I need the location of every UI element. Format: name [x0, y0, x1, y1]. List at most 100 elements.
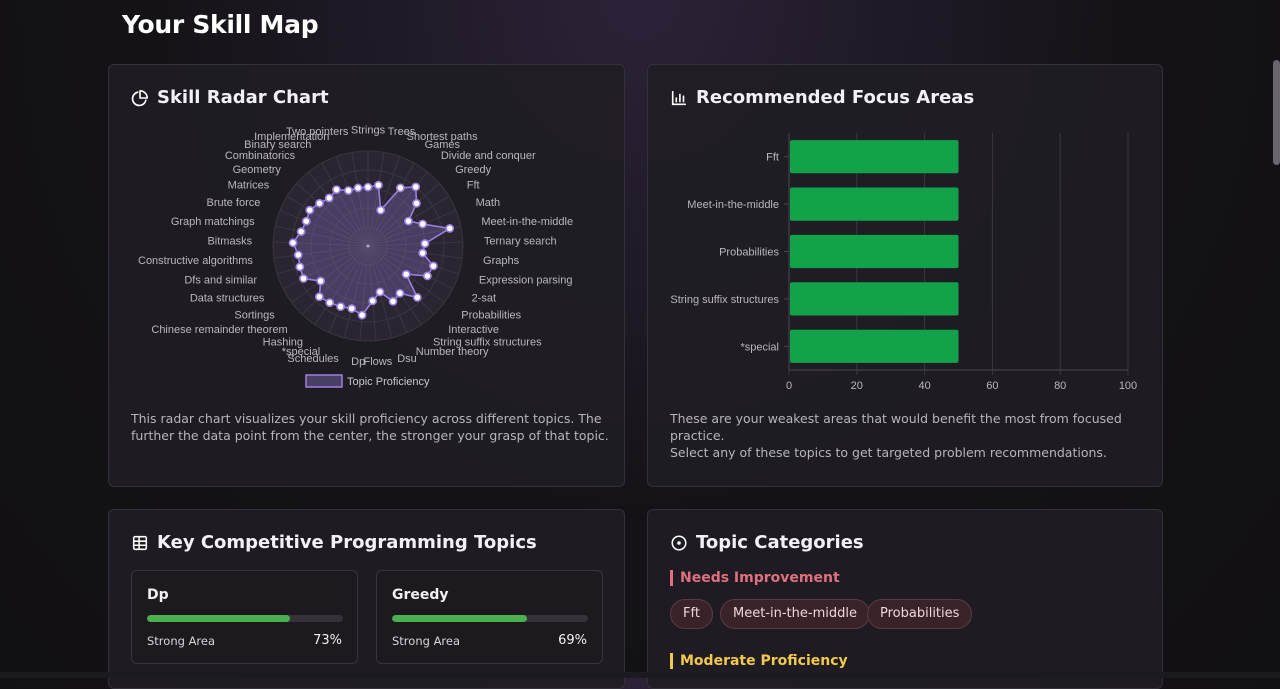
- radar-spoke: [291, 245, 369, 303]
- y-tick-label: Probabilities: [719, 247, 779, 259]
- pill-probabilities[interactable]: Probabilities: [867, 599, 973, 629]
- x-tick-label: 40: [918, 380, 930, 392]
- radar-spoke: [367, 245, 408, 333]
- topic-categories-card: Topic Categories Needs Improvement Fft M…: [647, 509, 1163, 689]
- radar-axis-label: Chinese remainder theorem: [151, 324, 287, 336]
- page-title: Your Skill Map: [122, 10, 319, 39]
- radar-axis-label: Games: [425, 139, 461, 151]
- radar-spoke: [321, 162, 369, 247]
- radar-axis-label: Graph matchings: [171, 216, 255, 228]
- radar-axis-label: Interactive: [448, 324, 499, 336]
- radar-spoke: [367, 245, 435, 315]
- focus-areas-bar-chart: 0 20 40 60 80 100 Fft Meet-in-the-middle Probabi…: [670, 133, 1137, 392]
- radar-axis-label: Data structures: [190, 293, 265, 305]
- y-tick-label: Meet-in-the-middle: [687, 199, 779, 211]
- radar-point: [299, 274, 308, 283]
- radar-axis-label: Geometry: [233, 164, 282, 176]
- topic-status: Strong Area: [147, 634, 216, 648]
- radar-center: [366, 244, 370, 248]
- radar-point: [353, 183, 363, 193]
- radar-axis-label: Schedules: [287, 353, 339, 365]
- radar-spoke: [301, 245, 369, 315]
- x-tick-label: 80: [1054, 380, 1066, 392]
- topic-card-dp[interactable]: Dp Strong Area 73%: [131, 570, 358, 664]
- radar-axis-label: Bitmasks: [207, 236, 252, 248]
- needs-improvement-heading: Needs Improvement: [670, 570, 840, 586]
- topic-progress-track: [392, 615, 588, 622]
- radar-spoke: [367, 245, 459, 275]
- radar-axis-label: Probabilities: [461, 309, 521, 321]
- radar-spoke: [367, 245, 422, 325]
- moderate-proficiency-heading: Moderate Proficiency: [670, 653, 848, 669]
- pill-fft[interactable]: Fft: [670, 599, 713, 629]
- target-icon: [671, 534, 687, 551]
- radar-point: [368, 296, 378, 306]
- radar-description-line-1: This radar chart visualizes your skill p…: [131, 411, 602, 426]
- legend-label: Topic Proficiency: [347, 376, 430, 388]
- topic-percent: 73%: [313, 633, 342, 648]
- radar-axis-label: Strings: [351, 125, 386, 137]
- radar-point: [363, 182, 373, 192]
- radar-axis-label: Ternary search: [484, 236, 557, 248]
- radar-point: [395, 288, 405, 298]
- radar-axis-label: String suffix structures: [433, 337, 542, 349]
- radar-point: [429, 261, 438, 271]
- radar-axis-label: 2-sat: [472, 293, 496, 305]
- radar-point: [401, 269, 411, 279]
- radar-spoke: [282, 245, 369, 290]
- topic-name: Greedy: [392, 587, 449, 603]
- radar-point: [404, 216, 413, 226]
- radar-spoke: [367, 245, 377, 341]
- radar-spoke: [286, 195, 369, 247]
- radar-point: [343, 186, 353, 195]
- radar-axis-label: Two pointers: [286, 126, 349, 138]
- radar-axis-label: Divide and conquer: [441, 150, 536, 162]
- radar-axis-label: Fft: [467, 180, 480, 192]
- radar-point: [296, 227, 306, 236]
- radar-axis-label: Hashing: [263, 337, 303, 349]
- page-scrollbar[interactable]: [1272, 0, 1280, 678]
- radar-axis-label: Matrices: [228, 180, 270, 192]
- radar-point: [305, 205, 315, 215]
- radar-spoke: [367, 182, 440, 247]
- topic-progress-track: [147, 615, 343, 622]
- radar-spoke: [307, 171, 369, 247]
- topic-percent: 69%: [558, 633, 587, 648]
- radar-point: [418, 248, 428, 258]
- radar-axis-label: Dsu: [397, 353, 417, 365]
- topic-card-greedy[interactable]: Greedy Strong Area 69%: [376, 570, 603, 664]
- radar-axis-label: Trees: [388, 126, 416, 138]
- focus-description: These are your weakest areas that would …: [670, 410, 1162, 461]
- radar-axis-label: *special: [282, 346, 321, 358]
- radar-axis-label: Graphs: [483, 255, 520, 267]
- table-icon: [132, 535, 148, 550]
- radar-spoke: [367, 210, 457, 247]
- focus-areas-card: Recommended Focus Areas 0 20 40 60 80 100 Fft M…: [647, 64, 1163, 487]
- legend-swatch: [305, 374, 343, 388]
- radar-point: [445, 223, 455, 233]
- x-tick-label: 100: [1119, 380, 1137, 392]
- topic-status: Strong Area: [392, 634, 461, 648]
- radar-point: [374, 180, 383, 190]
- pill-meet-in-the-middle[interactable]: Meet-in-the-middle: [720, 599, 870, 629]
- scrollbar-thumb[interactable]: [1273, 60, 1280, 165]
- pie-chart-icon: [131, 89, 149, 106]
- y-tick-label: Fft: [766, 152, 779, 164]
- radar-axis-label: Constructive algorithms: [138, 255, 253, 267]
- radar-point: [357, 310, 367, 320]
- radar-axis-label: Math: [476, 197, 500, 209]
- radar-point: [347, 304, 357, 313]
- radar-axis-label: Meet-in-the-middle: [481, 216, 573, 228]
- radar-spoke: [367, 245, 463, 259]
- radar-spoke: [367, 152, 385, 247]
- radar-axis-label: Implementation: [254, 131, 329, 143]
- bottom-strip: [0, 672, 1280, 678]
- bar: [790, 329, 959, 363]
- radar-description: This radar chart visualizes your skill p…: [131, 410, 609, 444]
- radar-spoke: [367, 245, 454, 290]
- x-tick-label: 20: [851, 380, 863, 392]
- radar-axis-label: Combinatorics: [225, 150, 296, 162]
- radar-point: [288, 238, 298, 248]
- radar-spoke: [343, 245, 369, 339]
